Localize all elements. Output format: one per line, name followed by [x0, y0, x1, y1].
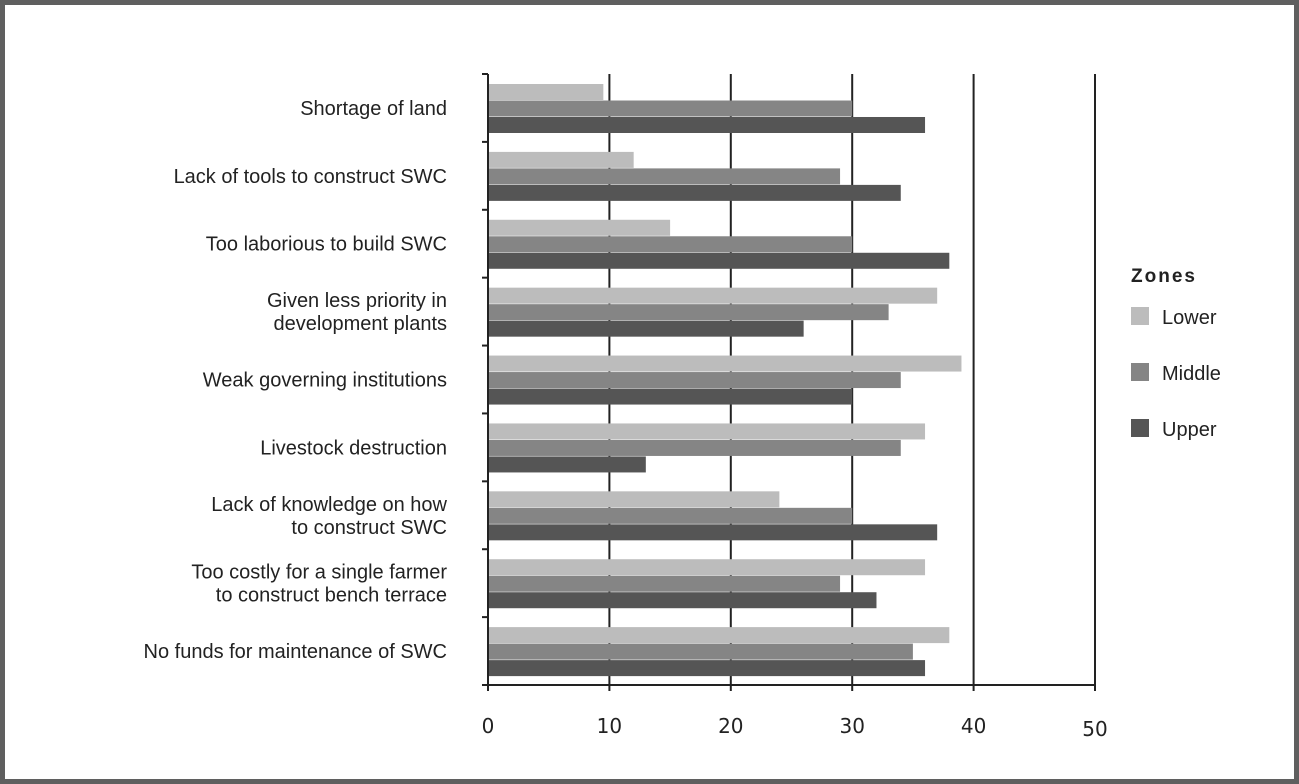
bar-lower-7: [488, 559, 926, 576]
bar-lower-4: [488, 355, 962, 372]
tick-label-10: 10: [597, 714, 622, 738]
category-label-0: Shortage of land: [300, 98, 447, 120]
tick-label-40: 40: [961, 714, 986, 738]
bar-lower-1: [488, 151, 634, 168]
category-label-5: Livestock destruction: [260, 437, 447, 459]
category-label-2: Too laborious to build SWC: [206, 234, 447, 256]
category-label-8: No funds for maintenance of SWC: [144, 641, 447, 663]
bar-upper-8: [488, 660, 926, 677]
bar-lower-8: [488, 627, 950, 644]
category-label-4: Weak governing institutions: [203, 370, 447, 392]
category-label-1: Lack of tools to construct SWC: [174, 166, 447, 188]
category-label-7: Too costly for a single farmer: [191, 562, 447, 584]
bar-middle-1: [488, 168, 841, 185]
bar-upper-6: [488, 524, 938, 541]
bars: [488, 84, 962, 677]
tick-label-20: 20: [718, 714, 743, 738]
legend-swatch-upper: [1131, 419, 1149, 437]
bar-upper-1: [488, 184, 901, 201]
bar-middle-0: [488, 100, 853, 117]
bar-lower-3: [488, 287, 938, 304]
bar-lower-0: [488, 84, 604, 100]
bar-upper-2: [488, 252, 950, 269]
bar-lower-6: [488, 491, 780, 508]
tick-label-50: 50: [1082, 717, 1107, 741]
category-label-6: Lack of knowledge on how: [211, 494, 447, 516]
bar-middle-5: [488, 439, 901, 456]
category-label-6: to construct SWC: [291, 517, 447, 539]
bar-middle-3: [488, 304, 889, 321]
bar-lower-5: [488, 423, 926, 440]
bar-lower-2: [488, 219, 671, 236]
bar-middle-7: [488, 575, 841, 592]
bar-upper-0: [488, 117, 926, 133]
bar-middle-6: [488, 507, 853, 524]
tick-labels: 0 10 20 30 40 50: [482, 714, 1108, 741]
bar-chart: Shortage of land Lack of tools to constru…: [144, 73, 1221, 741]
bar-middle-8: [488, 643, 913, 660]
bar-upper-4: [488, 388, 853, 405]
bar-middle-2: [488, 236, 853, 253]
category-label-3: development plants: [274, 313, 447, 335]
category-label-7: to construct bench terrace: [216, 585, 447, 607]
bar-upper-5: [488, 456, 646, 473]
tick-label-30: 30: [839, 714, 864, 738]
bar-upper-7: [488, 592, 877, 609]
tick-label-0: 0: [482, 714, 495, 738]
legend: Zones Lower Middle Upper: [1131, 266, 1221, 441]
legend-swatch-lower: [1131, 307, 1149, 325]
bar-upper-3: [488, 320, 804, 337]
legend-title: Zones: [1131, 266, 1197, 287]
category-labels: Shortage of land Lack of tools to constru…: [144, 98, 448, 663]
legend-label-lower: Lower: [1162, 307, 1217, 329]
bar-middle-4: [488, 372, 901, 389]
legend-swatch-middle: [1131, 363, 1149, 381]
axes: [482, 73, 1096, 691]
legend-label-upper: Upper: [1162, 419, 1217, 441]
category-label-3: Given less priority in: [267, 290, 447, 312]
legend-label-middle: Middle: [1162, 363, 1221, 385]
